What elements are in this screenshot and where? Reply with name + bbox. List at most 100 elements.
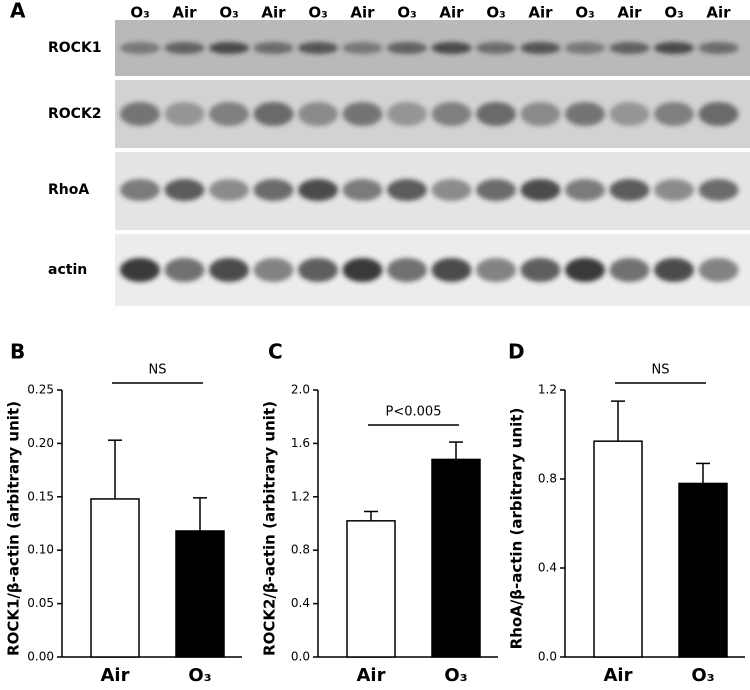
blot-band	[342, 42, 383, 54]
lane-label: Air	[706, 4, 731, 22]
blot-band	[253, 179, 294, 201]
blot-band	[654, 179, 694, 201]
blot-band	[209, 258, 249, 282]
y-axis-label: RhoA/β-actin (arbitrary unit)	[508, 408, 526, 650]
y-tick-label: 0.25	[27, 383, 54, 397]
blot-band	[565, 42, 605, 54]
blot-band	[431, 42, 472, 54]
lane-label: Air	[528, 4, 553, 22]
blot-band	[609, 179, 650, 201]
blot-band	[520, 179, 561, 201]
blot-band	[476, 42, 516, 54]
panel-label: C	[268, 340, 283, 364]
y-tick-label: 0.15	[27, 489, 54, 503]
x-tick-label: O₃	[691, 665, 714, 686]
blot-band	[654, 258, 694, 282]
bar	[678, 482, 728, 658]
y-tick-label: 0.0	[291, 650, 310, 664]
lane-label: O₃	[130, 4, 149, 22]
blot-band	[342, 258, 383, 282]
y-tick-label: 0.05	[27, 596, 54, 610]
blot-band	[342, 102, 383, 126]
blot-band	[476, 102, 516, 126]
significance-label: P<0.005	[386, 405, 442, 420]
bar	[346, 520, 396, 658]
blot-band	[431, 102, 472, 126]
blot-band	[298, 258, 338, 282]
blot-band	[298, 102, 338, 126]
blot-band	[520, 258, 561, 282]
blot-band	[654, 102, 694, 126]
blot-band	[342, 179, 383, 201]
y-tick-label: 1.2	[538, 383, 557, 397]
bar	[431, 458, 481, 658]
y-tick-label: 0.0	[538, 650, 557, 664]
blot-band	[164, 102, 205, 126]
blot-band	[298, 42, 338, 54]
lane-label: O₃	[575, 4, 594, 22]
y-tick-label: 0.10	[27, 543, 54, 557]
y-tick-label: 2.0	[291, 383, 310, 397]
blot-band	[387, 179, 427, 201]
blot-band	[209, 102, 249, 126]
blot-band	[609, 102, 650, 126]
blot-band	[698, 179, 739, 201]
significance-label: NS	[652, 363, 670, 378]
significance-label: NS	[149, 363, 167, 378]
blot-band	[698, 102, 739, 126]
lane-label: Air	[617, 4, 642, 22]
blot-band	[565, 102, 605, 126]
blot-band	[609, 258, 650, 282]
blot-row-label: RhoA	[48, 182, 89, 198]
blot-band	[120, 42, 160, 54]
x-tick-label: O₃	[188, 665, 211, 686]
y-tick-label: 0.4	[538, 561, 557, 575]
y-tick-label: 0.00	[27, 650, 54, 664]
blot-band	[476, 179, 516, 201]
blot-row-label: ROCK1	[48, 40, 102, 56]
blot-band	[609, 42, 650, 54]
blot-band	[698, 258, 739, 282]
y-tick-label: 1.6	[291, 436, 310, 450]
lane-label: Air	[172, 4, 197, 22]
blot-band	[120, 179, 160, 201]
blot-band	[520, 102, 561, 126]
lane-label: O₃	[397, 4, 416, 22]
lane-label: O₃	[308, 4, 327, 22]
x-tick-label: Air	[357, 665, 386, 686]
blot-band	[120, 258, 160, 282]
y-axis-label: ROCK1/β-actin (arbitrary unit)	[5, 401, 23, 656]
bar	[593, 440, 643, 658]
blot-band	[253, 258, 294, 282]
x-tick-label: Air	[101, 665, 130, 686]
y-tick-label: 0.20	[27, 436, 54, 450]
blot-band	[164, 179, 205, 201]
lane-label: O₃	[219, 4, 238, 22]
blot-band	[476, 258, 516, 282]
blot-band	[520, 42, 561, 54]
bar	[90, 498, 140, 658]
x-tick-label: O₃	[444, 665, 467, 686]
lane-label: Air	[261, 4, 286, 22]
panel-label: D	[508, 340, 525, 364]
blot-band	[209, 42, 249, 54]
bar	[175, 530, 225, 658]
lane-label: O₃	[486, 4, 505, 22]
blot-band	[253, 102, 294, 126]
y-tick-label: 1.2	[291, 489, 310, 503]
blot-band	[209, 179, 249, 201]
blot-band	[387, 102, 427, 126]
blot-band	[164, 258, 205, 282]
lane-label: Air	[439, 4, 464, 22]
blot-band	[565, 258, 605, 282]
blot-band	[565, 179, 605, 201]
blot-band	[698, 42, 739, 54]
x-tick-label: Air	[604, 665, 633, 686]
lane-label: Air	[350, 4, 375, 22]
y-tick-label: 0.8	[538, 472, 557, 486]
blot-band	[120, 102, 160, 126]
panel-label: A	[10, 0, 26, 23]
blot-band	[431, 179, 472, 201]
blot-band	[298, 179, 338, 201]
